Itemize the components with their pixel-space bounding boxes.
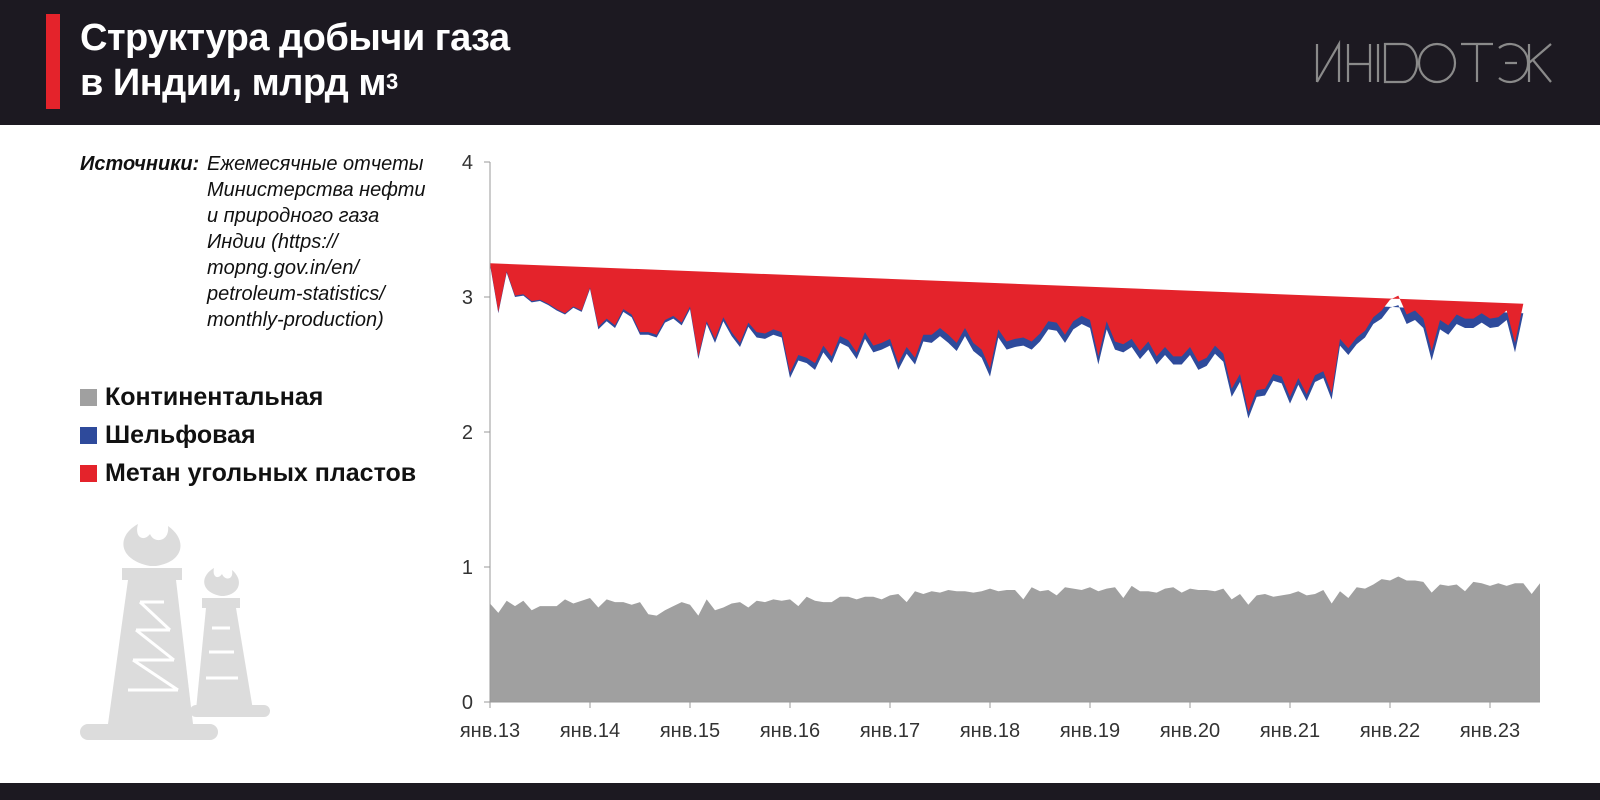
x-tick-label: янв.22 bbox=[1360, 720, 1420, 742]
legend-item-coalbed-methane: Метан угольных пластов bbox=[80, 454, 416, 492]
legend-label-continental: Континентальная bbox=[105, 382, 324, 411]
x-tick-label: янв.23 bbox=[1460, 720, 1520, 742]
legend-label-offshore: Шельфовая bbox=[105, 420, 256, 449]
y-tick-label: 4 bbox=[462, 152, 473, 174]
x-tick-label: янв.21 bbox=[1260, 720, 1320, 742]
legend-label-coalbed-methane: Метан угольных пластов bbox=[105, 458, 417, 487]
x-tick-label: янв.20 bbox=[1160, 720, 1220, 742]
x-tick-label: янв.16 bbox=[760, 720, 820, 742]
area-series-coalbed-methane bbox=[490, 263, 1524, 412]
y-tick-label: 0 bbox=[462, 692, 473, 714]
x-tick-label: янв.18 bbox=[960, 720, 1020, 742]
sources-label: Источники: bbox=[80, 153, 200, 175]
gas-flare-tower-icon bbox=[80, 524, 270, 740]
infotek-logo-icon bbox=[1315, 39, 1552, 84]
sources-text: Ежемесячные отчеты Министерства нефти и … bbox=[207, 153, 426, 331]
x-tick-label: янв.17 bbox=[860, 720, 920, 742]
legend-item-continental: Континентальная bbox=[80, 378, 416, 416]
x-tick-label: янв.14 bbox=[560, 720, 620, 742]
footer-bar bbox=[0, 783, 1600, 800]
gas-production-area-chart: 0 1 2 3 4 янв.13 янв.14 янв.15 янв.16 янв.17 янв.1… bbox=[460, 152, 1540, 742]
legend-swatch-offshore bbox=[80, 426, 97, 444]
x-tick-label: янв.15 bbox=[660, 720, 720, 742]
header-bar: Структура добычи газа в Индии, млрд м3 bbox=[0, 0, 1600, 125]
legend-swatch-continental bbox=[80, 388, 97, 406]
legend: Континентальная Шельфовая Метан угольных… bbox=[80, 378, 416, 492]
y-tick-label: 2 bbox=[462, 422, 473, 444]
title-superscript: 3 bbox=[385, 69, 398, 94]
title-line-1: Структура добычи газа bbox=[80, 17, 510, 59]
x-tick-label: янв.13 bbox=[460, 720, 520, 742]
area-series-continental bbox=[490, 576, 1540, 702]
title-line-2: в Индии, млрд м bbox=[80, 62, 386, 104]
y-tick-label: 3 bbox=[462, 287, 473, 309]
title-accent-bar bbox=[46, 14, 60, 109]
legend-item-offshore: Шельфовая bbox=[80, 416, 416, 454]
x-tick-label: янв.19 bbox=[1060, 720, 1120, 742]
legend-swatch-coalbed-methane bbox=[80, 464, 97, 482]
y-tick-label: 1 bbox=[462, 557, 473, 579]
chart-title: Структура добычи газа в Индии, млрд м3 bbox=[80, 16, 510, 106]
